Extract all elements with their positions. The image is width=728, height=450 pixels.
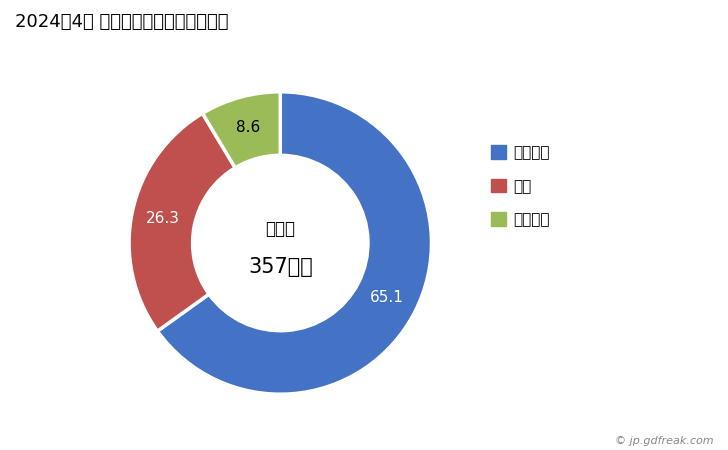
Text: © jp.gdfreak.com: © jp.gdfreak.com: [615, 436, 713, 446]
Text: 8.6: 8.6: [237, 121, 261, 135]
Wedge shape: [157, 92, 432, 394]
Text: 総　額: 総 額: [265, 220, 296, 238]
Text: 2024年4月 輸出相手国のシェア（％）: 2024年4月 輸出相手国のシェア（％）: [15, 14, 228, 32]
Wedge shape: [202, 92, 280, 168]
Text: 26.3: 26.3: [146, 212, 181, 226]
Text: 65.1: 65.1: [370, 290, 403, 305]
Wedge shape: [129, 113, 235, 331]
Legend: イタリア, タイ, ベトナム: イタリア, タイ, ベトナム: [484, 139, 556, 234]
Text: 357万円: 357万円: [248, 257, 312, 277]
